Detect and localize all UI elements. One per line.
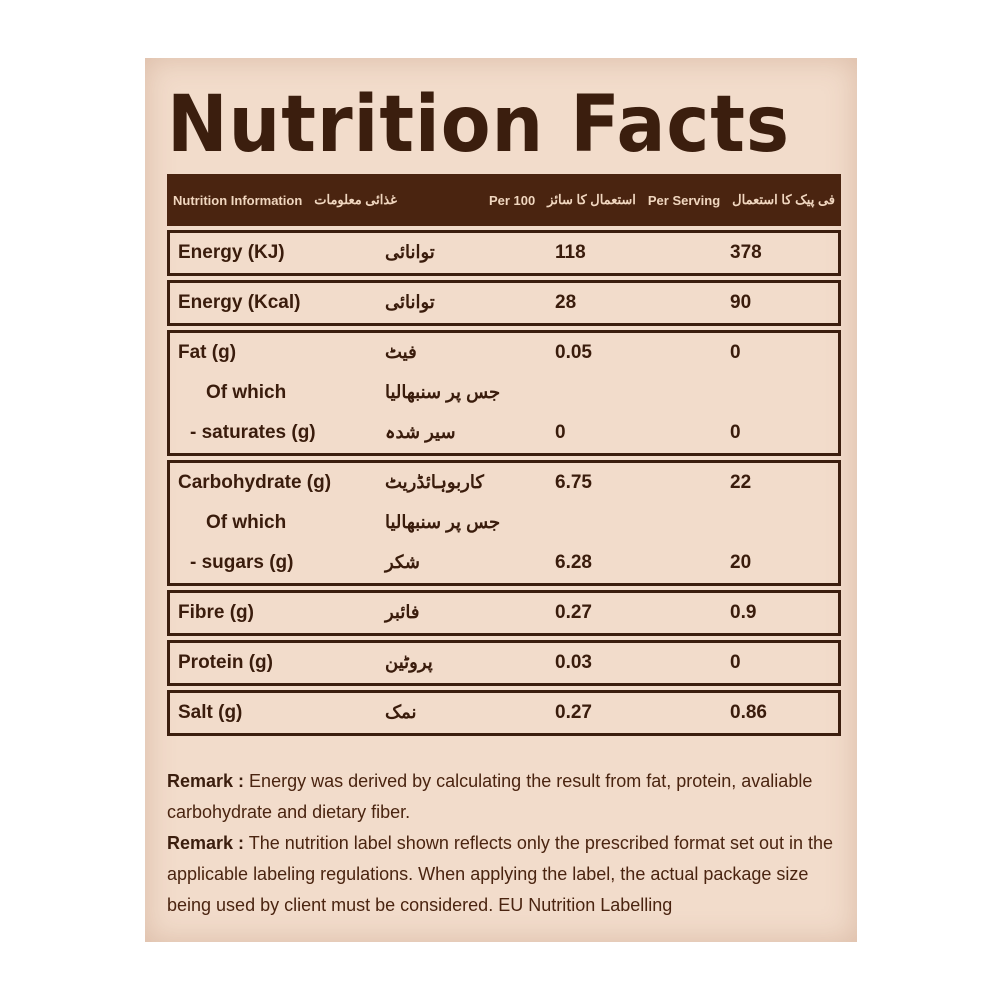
nutrient-name-urdu: توانائی [385, 292, 435, 312]
remark-label: Remark : [167, 771, 245, 791]
header-info: Nutrition Information [173, 192, 303, 208]
remark: Remark : The nutrition label shown refle… [167, 828, 847, 921]
nutrient-line: Fat (g) فیٹ 0.05 0 [170, 333, 838, 373]
per100-value: 0.03 [555, 652, 592, 673]
nutrient-line: Salt (g) نمک 0.27 0.86 [170, 693, 838, 733]
nutrient-line: Energy (Kcal) توانائی 28 90 [170, 283, 838, 323]
nutrient-name: Salt (g) [178, 702, 243, 723]
nutrient-name: Fat (g) [178, 342, 237, 363]
nutrient-name: Energy (KJ) [178, 242, 285, 263]
table-row: Fat (g) فیٹ 0.05 0 Of which جس پر سنبھالی… [167, 330, 841, 456]
per100-value: 6.28 [555, 552, 592, 573]
nutrient-line: Energy (KJ) توانائی 118 378 [170, 233, 838, 273]
per-serving-value: 90 [730, 292, 752, 313]
nutrient-name-urdu: فیٹ [385, 342, 417, 362]
per-serving-value: 0 [730, 422, 741, 443]
header-info-urdu: غذائی معلومات [314, 192, 397, 207]
per100-value: 118 [555, 242, 586, 263]
per100-value: 0 [555, 422, 566, 443]
nutrient-name-urdu: جس پر سنبھالیا [385, 382, 501, 402]
nutrient-name-urdu: نمک [385, 702, 417, 722]
table-row: Fibre (g) فائبر 0.27 0.9 [167, 590, 841, 636]
per-serving-value: 0 [730, 652, 741, 673]
per100-value: 28 [555, 292, 577, 313]
nutrient-name: Of which [206, 382, 287, 403]
remark-text: Energy was derived by calculating the re… [167, 771, 813, 822]
page-title: Nutrition Facts [167, 80, 790, 170]
per-serving-value: 22 [730, 472, 752, 493]
header-serving-urdu: فی پیک کا استعمال [732, 192, 835, 207]
nutrition-label: Nutrition Facts Nutrition Information غذ… [145, 58, 857, 942]
nutrient-line: Of which جس پر سنبھالیا [170, 503, 838, 543]
nutrient-name-urdu: فائبر [385, 602, 420, 622]
table-row: Protein (g) پروٹین 0.03 0 [167, 640, 841, 686]
nutrient-name: Carbohydrate (g) [178, 472, 332, 493]
per-serving-value: 0 [730, 342, 741, 363]
nutrient-line: - sugars (g) شکر 6.28 20 [170, 543, 838, 583]
table-row: Energy (Kcal) توانائی 28 90 [167, 280, 841, 326]
nutrient-name: - sugars (g) [190, 552, 294, 573]
table-row: Salt (g) نمک 0.27 0.86 [167, 690, 841, 736]
per-serving-value: 378 [730, 242, 762, 263]
nutrient-name-urdu: جس پر سنبھالیا [385, 512, 501, 532]
per100-value: 0.05 [555, 342, 592, 363]
header-serving: Per Serving [647, 192, 721, 208]
remark-label: Remark : [167, 833, 245, 853]
per-serving-value: 20 [730, 552, 752, 573]
nutrient-name: - saturates (g) [190, 422, 316, 443]
nutrition-table: Nutrition Information غذائی معلومات Per … [167, 174, 841, 736]
remark-text: The nutrition label shown reflects only … [167, 833, 834, 915]
per-serving-value: 0.9 [730, 602, 757, 623]
nutrient-name-urdu: شکر [385, 552, 420, 572]
header-per100-urdu: استعمال کا سائز [547, 192, 636, 207]
nutrient-name: Energy (Kcal) [178, 292, 301, 313]
nutrient-line: Fibre (g) فائبر 0.27 0.9 [170, 593, 838, 633]
table-header: Nutrition Information غذائی معلومات Per … [167, 174, 841, 226]
nutrient-name: Protein (g) [178, 652, 273, 673]
per100-value: 0.27 [555, 602, 592, 623]
nutrient-name-urdu: پروٹین [385, 652, 433, 672]
remark: Remark : Energy was derived by calculati… [167, 766, 847, 828]
table-row: Energy (KJ) توانائی 118 378 [167, 230, 841, 276]
nutrient-name-urdu: توانائی [385, 242, 435, 262]
header-per100: Per 100 [488, 192, 536, 208]
per100-value: 6.75 [555, 472, 592, 493]
per100-value: 0.27 [555, 702, 592, 723]
nutrient-name: Fibre (g) [178, 602, 254, 623]
nutrient-line: Protein (g) پروٹین 0.03 0 [170, 643, 838, 683]
table-row: Carbohydrate (g) کاربوہائڈریٹ 6.75 22 Of … [167, 460, 841, 586]
nutrient-name-urdu: سیر شدہ [385, 422, 456, 442]
remarks: Remark : Energy was derived by calculati… [167, 766, 847, 921]
nutrient-line: Carbohydrate (g) کاربوہائڈریٹ 6.75 22 [170, 463, 838, 503]
nutrient-name: Of which [206, 512, 287, 533]
nutrient-line: Of which جس پر سنبھالیا [170, 373, 838, 413]
nutrient-line: - saturates (g) سیر شدہ 0 0 [170, 413, 838, 453]
nutrient-name-urdu: کاربوہائڈریٹ [385, 472, 484, 492]
per-serving-value: 0.86 [730, 702, 767, 723]
